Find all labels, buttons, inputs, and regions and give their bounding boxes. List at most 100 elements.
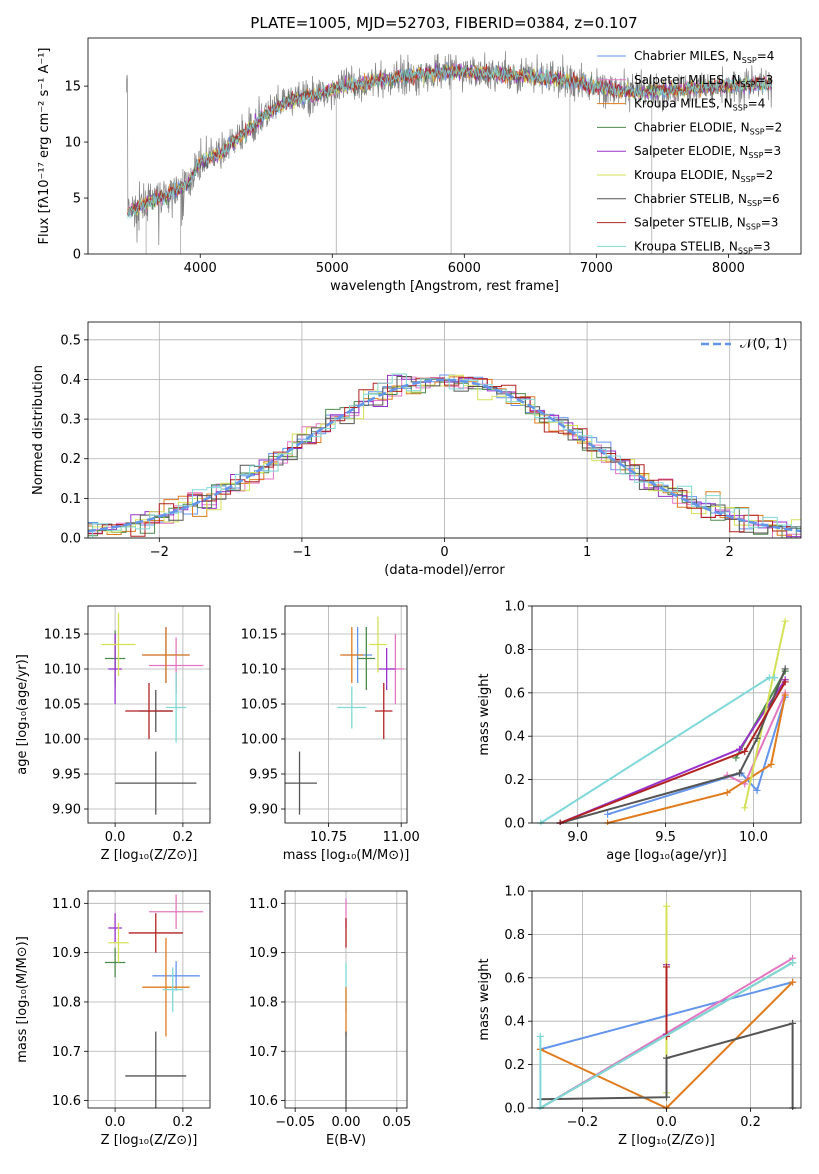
errorbar-point — [125, 1031, 187, 1108]
legend-subscript: SSP — [748, 151, 763, 160]
weight-line — [607, 696, 787, 816]
x-tick-label: 0.00 — [332, 1115, 361, 1130]
weight-vs-age-panel: 9.0 9.5 10.0 0.0 0.2 0.4 0.6 0.8 1.0 age [log₁₀(a… — [477, 600, 802, 863]
legend-entry: Chabrier STELIB, NSSP=6 — [634, 192, 780, 208]
y-axis-label: Flux [fλ10⁻¹⁷ erg cm⁻² s⁻¹ A⁻¹] — [37, 48, 52, 245]
figure-title: PLATE=1005, MJD=52703, FIBERID=0384, z=0… — [250, 14, 637, 32]
y-tick-label: 5 — [73, 192, 81, 207]
y-tick-label: 0.8 — [504, 643, 525, 658]
y-tick-label: 9.95 — [52, 768, 81, 783]
errorbar-point — [142, 937, 190, 1037]
legend-entry: 𝒩(0, 1) — [740, 337, 787, 352]
weight-marker — [663, 963, 670, 971]
legend-tail: =3 — [753, 239, 771, 253]
weight-marker — [741, 804, 749, 812]
axes-frame — [531, 605, 802, 824]
legend-name: Chabrier STELIB, N — [634, 192, 747, 206]
y-axis-label: Normed distribution — [31, 365, 46, 495]
y-tick-label: 9.90 — [52, 803, 81, 818]
age-vs-mass-panel: 10.75 11.00 9.90 9.95 10.00 10.05 10.10 10.15 ma… — [241, 605, 420, 863]
y-tick-label: 0.2 — [60, 452, 81, 467]
y-tick-label: 0.6 — [504, 971, 525, 986]
x-tick-label: 6000 — [448, 261, 481, 276]
y-tick-label: 11.0 — [249, 897, 278, 912]
weight-marker — [735, 745, 743, 753]
y-axis-label: age [log₁₀(age/yr)] — [15, 654, 30, 775]
legend-entry: Salpeter ELODIE, NSSP=3 — [634, 144, 781, 160]
legend-name: Chabrier ELODIE, N — [634, 120, 750, 134]
y-tick-label: 0.2 — [504, 773, 525, 788]
x-tick-label: 0.05 — [382, 1115, 411, 1130]
residuals-panel: −2 −1 0 1 2 0.0 0.1 0.2 0.3 0.4 0.5 (data-model)/er… — [31, 321, 802, 578]
legend-entry: Chabrier MILES, NSSP=4 — [634, 49, 774, 65]
y-tick-label: 10.9 — [249, 946, 278, 961]
legend-tail: =4 — [748, 97, 766, 111]
y-tick-label: 10 — [64, 136, 81, 151]
legend-subscript: SSP — [741, 175, 756, 184]
legend-tail: =6 — [762, 192, 780, 206]
x-tick-label: 7000 — [580, 261, 613, 276]
x-tick-label: 0.0 — [656, 1115, 677, 1130]
errorbars — [104, 894, 204, 1108]
errorbar-point — [142, 627, 190, 683]
legend-tail: =3 — [761, 216, 779, 230]
y-tick-label: 10.6 — [52, 1094, 81, 1109]
y-tick-label: 10.00 — [241, 733, 278, 748]
weight-marker — [663, 1054, 670, 1062]
spectrum-panel: 4000 5000 6000 7000 8000 0 5 10 15 wavelength [An… — [37, 37, 802, 294]
mass-vs-Z-panel: 0.0 0.2 10.6 10.7 10.8 10.9 11.0 Z [log₁₀(Z/Z⊙)… — [15, 890, 211, 1148]
legend-name: Salpeter STELIB, N — [634, 216, 746, 230]
weight-marker — [781, 691, 789, 699]
y-tick-label: 10.15 — [241, 628, 278, 643]
x-tick-label: 10.75 — [310, 830, 347, 845]
axes-frame — [87, 37, 802, 255]
weight-marker — [781, 678, 789, 686]
y-tick-label: 0.4 — [504, 730, 525, 745]
errorbar-point — [162, 967, 183, 1012]
legend-subscript: SSP — [738, 246, 753, 255]
weight-line — [559, 668, 787, 824]
legend-entry: Salpeter MILES, NSSP=3 — [634, 73, 773, 89]
errorbar-point — [165, 672, 187, 743]
weight-vs-Z-panel: −0.2 0.0 0.2 0.0 0.2 0.4 0.6 0.8 1.0 Z [log₁₀(Z/Z… — [477, 885, 802, 1148]
y-axis-label: mass weight — [477, 958, 492, 1040]
legend-subscript: SSP — [750, 127, 765, 136]
x-tick-label: 0.0 — [105, 1115, 126, 1130]
legend-name: Chabrier MILES, N — [634, 49, 742, 63]
x-axis-label: Z [log₁₀(Z/Z⊙)] — [101, 848, 198, 863]
weight-line — [743, 620, 787, 809]
axes-frame — [87, 605, 211, 824]
errorbars — [285, 616, 405, 815]
errorbar-point — [108, 913, 122, 943]
weight-marker — [735, 769, 743, 777]
errorbar-point — [285, 751, 317, 815]
legend-subscript: SSP — [733, 104, 748, 113]
weight-marker — [771, 674, 779, 682]
y-tick-label: 0.6 — [504, 686, 525, 701]
y-tick-label: 11.0 — [52, 897, 81, 912]
weight-marker — [741, 747, 749, 755]
weight-marker — [789, 959, 797, 967]
x-tick-label: 0.2 — [740, 1115, 761, 1130]
y-tick-label: 10.05 — [44, 698, 81, 713]
y-axis-label: mass [log₁₀(M/M⊙)] — [15, 936, 30, 1063]
weight-marker — [753, 734, 761, 742]
x-tick-label: 2 — [726, 545, 734, 560]
legend-entry: Kroupa ELODIE, NSSP=2 — [634, 168, 773, 184]
errorbar-point — [337, 686, 367, 729]
errorbar-point — [369, 616, 387, 673]
y-tick-label: 0.1 — [60, 492, 81, 507]
legend-tail: =2 — [765, 120, 783, 134]
y-tick-label: 10.7 — [249, 1045, 278, 1060]
weight-line — [559, 681, 787, 824]
errorbar-point — [115, 751, 197, 815]
errorbar-point — [152, 961, 200, 991]
weight-marker — [789, 978, 797, 986]
weight-marker — [781, 665, 789, 673]
gaussian-curve — [88, 378, 801, 533]
age-vs-Z-panel: 0.0 0.2 9.90 9.95 10.00 10.05 10.10 10.15 Z [log… — [15, 605, 211, 863]
x-tick-label: 0.2 — [173, 830, 194, 845]
weight-marker — [663, 902, 670, 910]
x-tick-label: 0.0 — [105, 830, 126, 845]
